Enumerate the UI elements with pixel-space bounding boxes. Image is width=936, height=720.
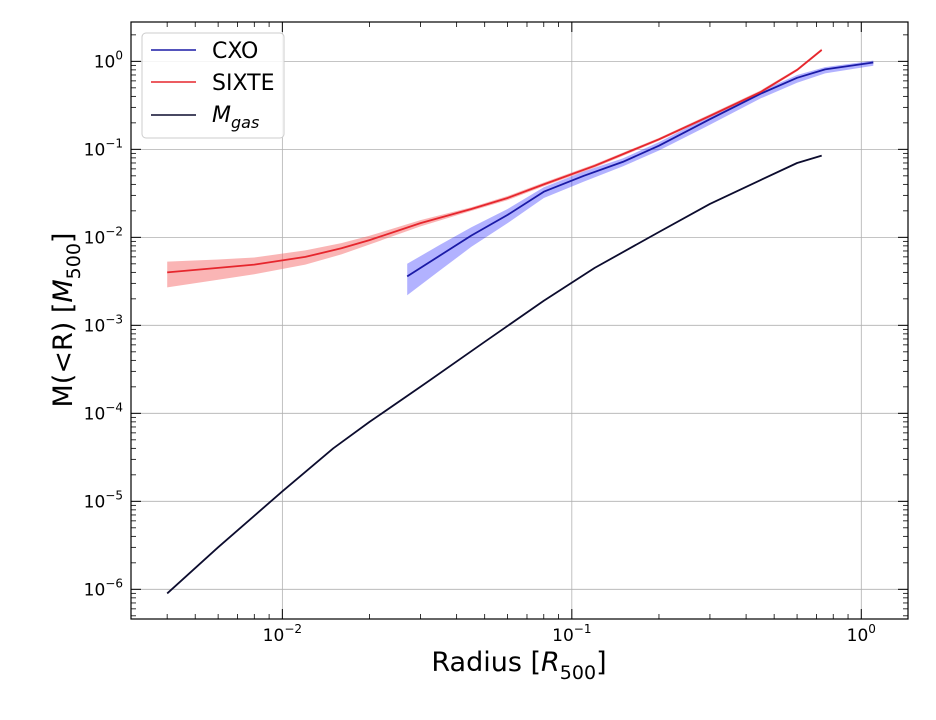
- legend-label-mgas: Mgas: [212, 103, 259, 132]
- line-m-gas: [166, 154, 822, 595]
- legend-label-sixte: SIXTE: [212, 71, 274, 96]
- axis-ticks: [130, 22, 908, 619]
- plot-frame: [130, 21, 909, 620]
- line-sixte: [167, 49, 823, 274]
- x-tick-label: 100: [847, 622, 876, 646]
- y-tick-label: 100: [94, 48, 123, 72]
- y-tick-label: 10−1: [84, 136, 123, 160]
- uncertainty-bands: [167, 48, 874, 296]
- legend-box: [141, 32, 285, 139]
- tick-labels: 10−2 10−1 100 10−6 10−5 10−4 10−3 10−2 10−1 100: [84, 48, 876, 646]
- x-tick-label: 10−1: [552, 622, 591, 646]
- grid-lines: [131, 22, 908, 619]
- band-sixte: [167, 48, 822, 288]
- series-lines: [166, 49, 874, 595]
- legend-label-cxo: CXO: [212, 39, 258, 64]
- line-cxo: [406, 61, 874, 278]
- y-tick-label: 10−2: [84, 224, 123, 248]
- legend: CXO SIXTE Mgas: [141, 32, 285, 139]
- y-tick-label: 10−3: [84, 312, 123, 336]
- y-tick-label: 10−4: [84, 400, 123, 424]
- y-tick-label: 10−6: [84, 576, 123, 600]
- x-tick-label: 10−2: [263, 622, 302, 646]
- y-tick-label: 10−5: [84, 488, 123, 512]
- y-axis-label: M(<R) [M500]: [48, 233, 85, 408]
- x-axis-label: Radius [R500]: [431, 647, 606, 684]
